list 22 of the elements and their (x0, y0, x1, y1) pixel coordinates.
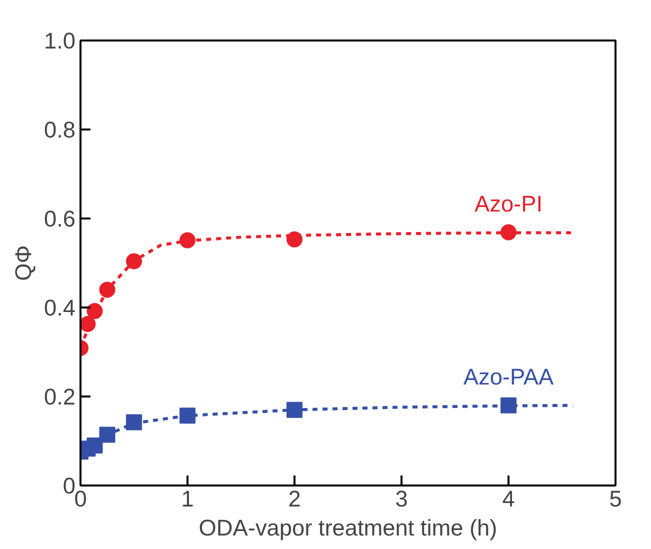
point (500, 224, 516, 240)
y-tick-label: 0.2 (44, 384, 76, 410)
x-tick-label: 1 (181, 486, 194, 512)
y-tick-label: 0.6 (44, 206, 76, 232)
series-label: Azo-PAA (463, 363, 555, 390)
point (126, 414, 142, 430)
point (126, 253, 142, 270)
x-tick-label: 2 (288, 486, 301, 512)
point (180, 408, 196, 424)
x-axis-title: ODA-vapor treatment time (h) (198, 514, 498, 540)
point (500, 397, 516, 414)
x-tick-label: 4 (502, 486, 515, 512)
y-axis-title: QΦ (10, 245, 36, 281)
point (286, 402, 302, 418)
point (180, 232, 196, 248)
y-tick-label: 1.0 (44, 28, 76, 54)
y-tick-label: 0.4 (44, 294, 76, 320)
x-tick-label: 5 (609, 486, 622, 512)
x-tick-label: 3 (395, 486, 408, 512)
series-label: Azo-PI (474, 190, 543, 216)
point (99, 426, 116, 443)
y-tick-label: 0.8 (44, 116, 76, 142)
